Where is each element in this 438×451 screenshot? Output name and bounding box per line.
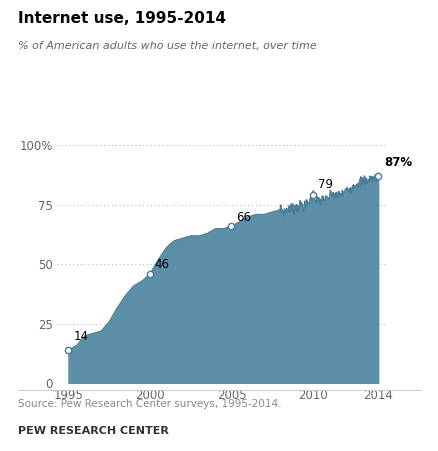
Text: 46: 46: [155, 258, 170, 272]
Text: 14: 14: [73, 330, 88, 343]
Text: 79: 79: [317, 178, 332, 190]
Text: % of American adults who use the internet, over time: % of American adults who use the interne…: [18, 41, 316, 51]
Text: 66: 66: [236, 211, 251, 224]
Text: PEW RESEARCH CENTER: PEW RESEARCH CENTER: [18, 426, 168, 436]
Text: 87%: 87%: [384, 156, 412, 169]
Text: Internet use, 1995-2014: Internet use, 1995-2014: [18, 11, 225, 26]
Text: Source: Pew Research Center surveys, 1995-2014.: Source: Pew Research Center surveys, 199…: [18, 399, 280, 409]
